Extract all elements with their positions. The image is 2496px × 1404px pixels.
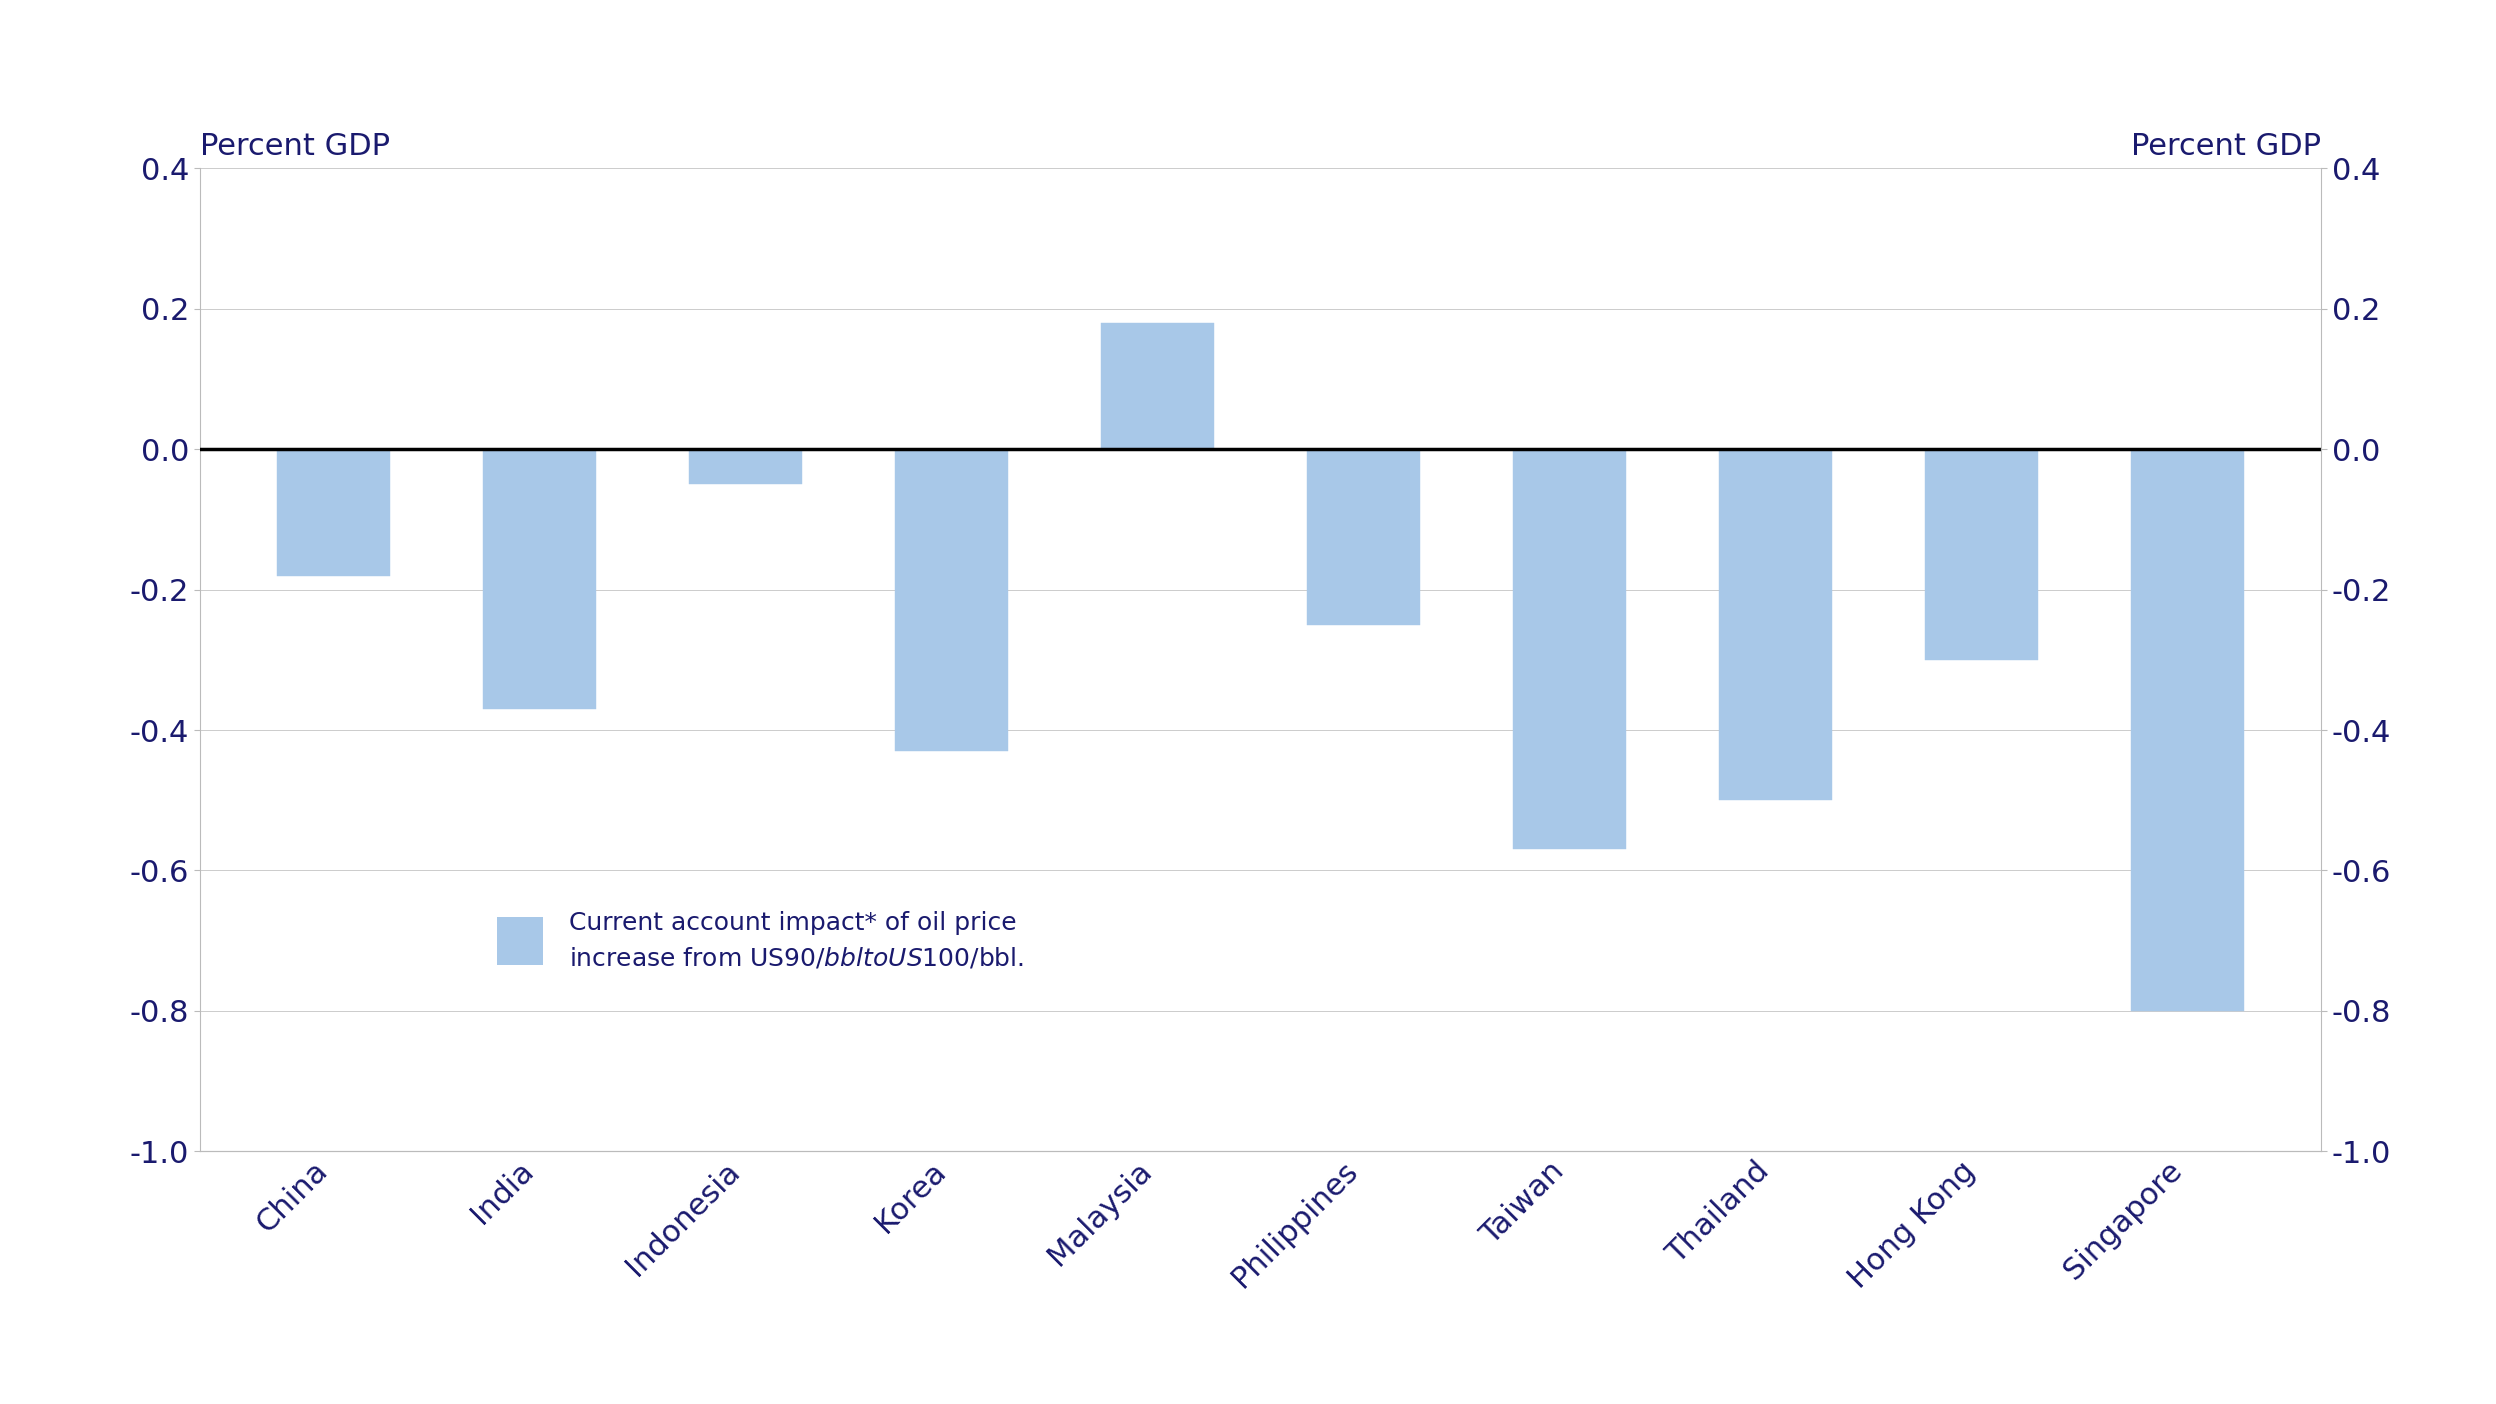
Text: Percent GDP: Percent GDP bbox=[2132, 132, 2321, 161]
Bar bbox=[482, 449, 597, 709]
Bar bbox=[896, 449, 1008, 751]
Text: Current account impact* of oil price
increase from US$90/bbl to US$100/bbl.: Current account impact* of oil price inc… bbox=[569, 911, 1023, 970]
Bar bbox=[1720, 449, 1832, 800]
Bar bbox=[1308, 449, 1420, 625]
Bar bbox=[1101, 323, 1213, 449]
Bar bbox=[689, 449, 801, 484]
Bar bbox=[1513, 449, 1625, 849]
Bar bbox=[1924, 449, 2039, 660]
Bar bbox=[497, 917, 544, 965]
Text: Percent GDP: Percent GDP bbox=[200, 132, 389, 161]
Bar bbox=[277, 449, 389, 576]
Bar bbox=[2132, 449, 2244, 1011]
